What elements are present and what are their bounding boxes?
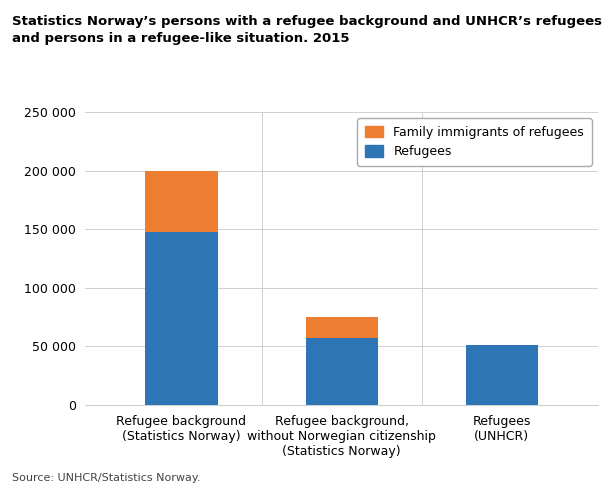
Bar	[145, 232, 218, 405]
Bar	[306, 317, 378, 338]
Legend: Family immigrants of refugees, Refugees: Family immigrants of refugees, Refugees	[357, 119, 592, 166]
Bar	[145, 171, 218, 232]
Text: Source: UNHCR/Statistics Norway.: Source: UNHCR/Statistics Norway.	[12, 473, 201, 483]
Bar	[465, 346, 538, 405]
Text: Statistics Norway’s persons with a refugee background and UNHCR’s refugees
and p: Statistics Norway’s persons with a refug…	[12, 15, 602, 44]
Bar	[306, 338, 378, 405]
